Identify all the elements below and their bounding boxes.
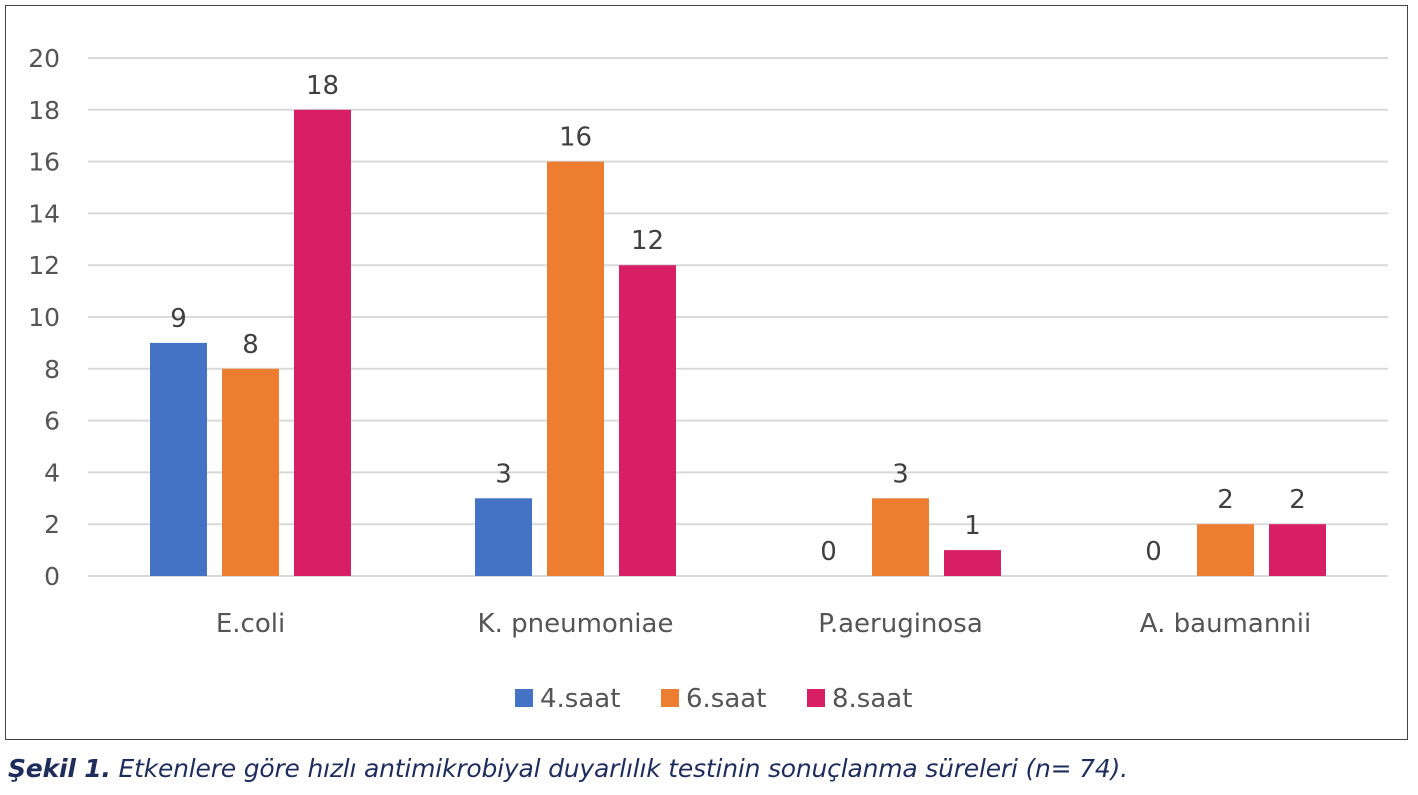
- y-tick-label: 18: [28, 96, 60, 125]
- data-label: 1: [964, 511, 981, 541]
- gridlines: [88, 57, 1388, 577]
- y-tick-label: 0: [44, 562, 60, 591]
- data-label: 18: [306, 71, 339, 101]
- y-tick-label: 4: [44, 458, 60, 487]
- category-label: P.aeruginosa: [818, 609, 983, 639]
- x-axis-categories: E.coli K. pneumoniae P.aeruginosa A. bauman…: [216, 609, 1311, 639]
- bar-a-baumannii-6-saat: [1197, 524, 1254, 576]
- y-tick-label: 16: [28, 148, 60, 177]
- data-label: 0: [820, 537, 837, 567]
- y-tick-label: 14: [28, 199, 60, 228]
- y-tick-label: 6: [44, 407, 60, 436]
- bar-e-coli-4-saat: [150, 342, 207, 576]
- data-label: 3: [495, 459, 512, 489]
- category-label: K. pneumoniae: [478, 609, 674, 639]
- caption-label: Şekil 1.: [8, 754, 111, 783]
- data-label: 8: [242, 330, 259, 360]
- bars: [150, 109, 1326, 577]
- bar-e-coli-6-saat: [222, 368, 279, 576]
- data-label: 2: [1217, 485, 1234, 515]
- y-tick-label: 10: [28, 303, 60, 332]
- legend-swatch: [807, 689, 825, 707]
- figure-caption: Şekil 1. Etkenlere göre hızlı antimikrob…: [8, 754, 1128, 783]
- category-label: A. baumannii: [1140, 609, 1311, 639]
- data-label: 2: [1289, 485, 1306, 515]
- data-label: 3: [892, 459, 909, 489]
- bar-a-baumannii-8-saat: [1269, 524, 1326, 576]
- caption-text: Etkenlere göre hızlı antimikrobiyal duya…: [110, 754, 1128, 783]
- y-tick-label: 12: [28, 251, 60, 280]
- bar-p-aeruginosa-6-saat: [872, 498, 929, 576]
- y-tick-label: 20: [28, 44, 60, 73]
- legend-label: 4.saat: [540, 684, 620, 714]
- y-tick-label: 2: [44, 510, 60, 539]
- legend-label: 8.saat: [832, 684, 912, 714]
- bar-k-pneumoniae-8-saat: [619, 265, 676, 576]
- y-axis-ticks: 0 2 4 6 8 10 12 14 16 18 20: [28, 44, 60, 591]
- bar-k-pneumoniae-4-saat: [475, 498, 532, 576]
- legend: 4.saat 6.saat 8.saat: [515, 684, 912, 714]
- bar-k-pneumoniae-6-saat: [547, 161, 604, 576]
- legend-label: 6.saat: [686, 684, 766, 714]
- category-label: E.coli: [216, 609, 285, 639]
- legend-swatch: [515, 689, 533, 707]
- legend-swatch: [661, 689, 679, 707]
- data-label: 12: [631, 226, 664, 256]
- bar-p-aeruginosa-8-saat: [944, 550, 1001, 576]
- data-labels: 9 8 18 3 16 12 0 3 1 0 2 2: [170, 71, 1306, 567]
- y-tick-label: 8: [44, 355, 60, 384]
- data-label: 9: [170, 304, 187, 334]
- data-label: 16: [559, 123, 592, 153]
- data-label: 0: [1145, 537, 1162, 567]
- bar-e-coli-8-saat: [294, 109, 351, 577]
- chart-frame: 0 2 4 6 8 10 12 14 16 18 20 9 8 18 3 16 12 0 3 1 0 2 2 E.coli…: [5, 5, 1408, 740]
